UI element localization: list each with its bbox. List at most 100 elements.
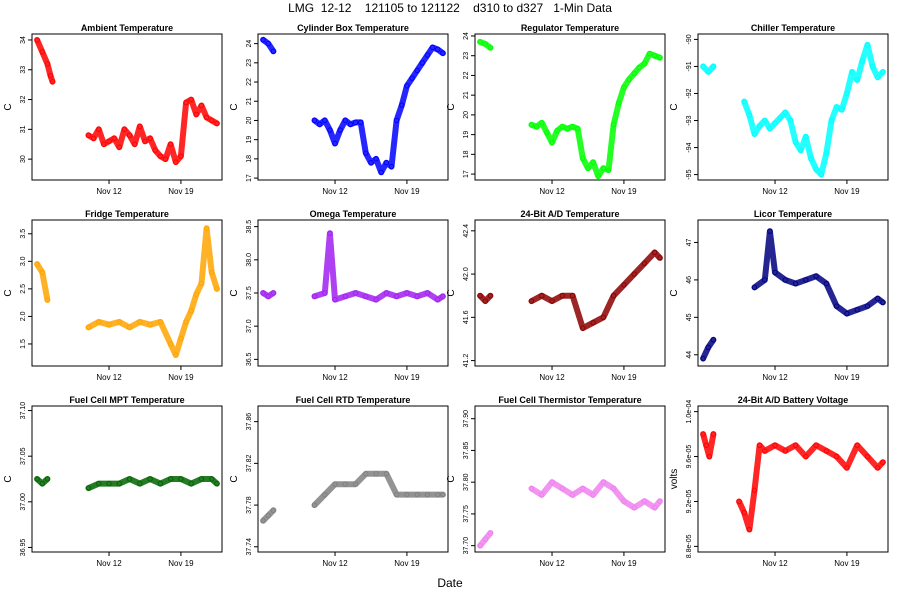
chart-0-ytick-label-3: 33 xyxy=(20,66,27,74)
chart-10-ytick-label-1: 37.75 xyxy=(463,505,470,523)
chart-10-point-0 xyxy=(477,542,483,549)
chart-11-point-16 xyxy=(833,453,840,460)
chart-6-point-11 xyxy=(610,293,617,299)
chart-0-point-9 xyxy=(106,138,112,144)
chart-2-ylabel: C xyxy=(446,103,457,110)
chart-10-point-7 xyxy=(569,492,576,498)
chart-4-point-15 xyxy=(188,308,194,314)
chart-0-point-4 xyxy=(49,78,56,85)
chart-9-point-10 xyxy=(383,471,390,477)
chart-9-frame xyxy=(257,405,449,553)
chart-4-point-16 xyxy=(193,291,200,298)
chart-4-point-5 xyxy=(106,321,112,328)
chart-3-point-9 xyxy=(772,120,778,126)
chart-3-ytick-label-2: -93 xyxy=(686,115,693,125)
chart-5-point-13 xyxy=(404,290,410,296)
chart-10-point-15 xyxy=(652,504,658,511)
chart-3-ytick-label-0: -95 xyxy=(686,169,693,179)
chart-6-xtick-label-0: Nov 12 xyxy=(539,373,565,382)
chart-2-point-10 xyxy=(564,126,571,132)
chart-3-point-23 xyxy=(844,90,850,97)
chart-8-point-8 xyxy=(137,480,143,487)
chart-2-point-21 xyxy=(621,84,627,90)
chart-2-ytick-label-3: 20 xyxy=(463,111,470,119)
chart-6-xtick-label-1: Nov 19 xyxy=(611,373,637,382)
chart-6-ylabel: C xyxy=(446,289,457,296)
chart-5-ytick-label-0: 36.5 xyxy=(246,352,253,366)
chart-6-point-7 xyxy=(569,293,576,299)
chart-3-point-0 xyxy=(700,63,706,70)
chart-6-frame xyxy=(474,219,666,367)
chart-11-point-13 xyxy=(803,453,809,460)
chart-5-point-2 xyxy=(270,290,277,296)
chart-7-point-17 xyxy=(880,299,886,306)
chart-9-xtick-label-0: Nov 12 xyxy=(322,559,348,568)
chart-1-point-5 xyxy=(322,117,328,124)
chart-2-point-20 xyxy=(616,100,622,106)
chart-7-point-2 xyxy=(710,337,717,343)
chart-0-point-20 xyxy=(162,156,169,162)
chart-5-xtick-label-0: Nov 12 xyxy=(322,373,348,382)
chart-8-ytick-label-1: 37.00 xyxy=(20,493,27,511)
chart-7-point-4 xyxy=(762,277,768,283)
chart-7-ytick-label-2: 46 xyxy=(686,276,693,284)
chart-4-point-12 xyxy=(173,352,179,358)
chart-4-point-10 xyxy=(157,319,164,325)
chart-1-point-16 xyxy=(378,169,384,176)
chart-9-point-2 xyxy=(270,507,277,513)
chart-6-point-6 xyxy=(559,293,565,299)
chart-0-point-12 xyxy=(121,126,128,133)
chart-11-point-12 xyxy=(792,442,799,449)
chart-7-point-15 xyxy=(864,303,871,309)
chart-1-point-3 xyxy=(311,117,318,124)
chart-2-series-0-trace xyxy=(477,38,663,180)
chart-1-point-14 xyxy=(368,160,374,166)
chart-5-ytick-label-4: 38.5 xyxy=(246,220,253,234)
chart-4-point-1 xyxy=(39,269,45,276)
chart-10-ytick-label-4: 37.90 xyxy=(463,410,470,428)
chart-4-point-4 xyxy=(96,319,102,325)
chart-1-title: Cylinder Box Temperature xyxy=(297,23,409,33)
chart-2-ytick-label-1: 18 xyxy=(463,150,470,158)
chart-0-point-6 xyxy=(90,135,97,141)
chart-9-ytick-label-3: 37.86 xyxy=(246,413,253,431)
chart-2-point-24 xyxy=(636,64,643,71)
chart-6-point-2 xyxy=(487,293,494,299)
chart-0-xtick-label-1: Nov 19 xyxy=(168,187,194,196)
x-axis-label: Date xyxy=(437,576,463,590)
chart-7-point-10 xyxy=(813,273,819,279)
chart-7-ylabel: C xyxy=(669,289,680,296)
chart-4-point-14 xyxy=(183,319,189,325)
chart-11-point-18 xyxy=(854,442,860,449)
chart-8-title: Fuel Cell MPT Temperature xyxy=(69,395,184,405)
chart-0-point-16 xyxy=(142,138,148,144)
chart-6-point-13 xyxy=(631,271,637,277)
figure-title: LMG 12-12 121105 to 121122 d310 to d327 … xyxy=(288,1,612,15)
chart-9-point-6 xyxy=(342,481,348,487)
chart-8-ytick-label-0: 36.95 xyxy=(20,539,27,557)
chart-5-point-12 xyxy=(393,293,400,300)
chart-7-series-0-trace xyxy=(700,228,886,362)
chart-5-point-17 xyxy=(440,293,446,300)
chart-3-point-5 xyxy=(751,131,758,137)
chart-1-ylabel: C xyxy=(229,103,240,110)
chart-3-title: Chiller Temperature xyxy=(751,23,835,33)
chart-3-point-11 xyxy=(782,109,788,116)
chart-9-series-0-trace xyxy=(260,470,446,524)
chart-2-point-6 xyxy=(544,129,550,136)
chart-7-point-16 xyxy=(875,295,881,302)
chart-4-series-0-trace xyxy=(34,225,220,358)
chart-6-point-12 xyxy=(621,282,627,288)
chart-8-point-11 xyxy=(167,476,174,482)
chart-7-xtick-label-0: Nov 12 xyxy=(762,373,788,382)
chart-0-point-25 xyxy=(188,96,194,103)
chart-9-point-3 xyxy=(311,502,318,508)
chart-1-xtick-label-0: Nov 12 xyxy=(322,187,348,196)
chart-8-point-15 xyxy=(209,476,215,482)
chart-6-point-8 xyxy=(580,325,586,331)
chart-11-ytick-label-0: 8.8e-05 xyxy=(686,534,693,558)
chart-11-ytick-label-3: 1.0e-04 xyxy=(686,400,693,424)
chart-3-ylabel: C xyxy=(669,103,680,110)
chart-10-point-3 xyxy=(528,485,535,492)
chart-9-point-13 xyxy=(414,491,420,498)
